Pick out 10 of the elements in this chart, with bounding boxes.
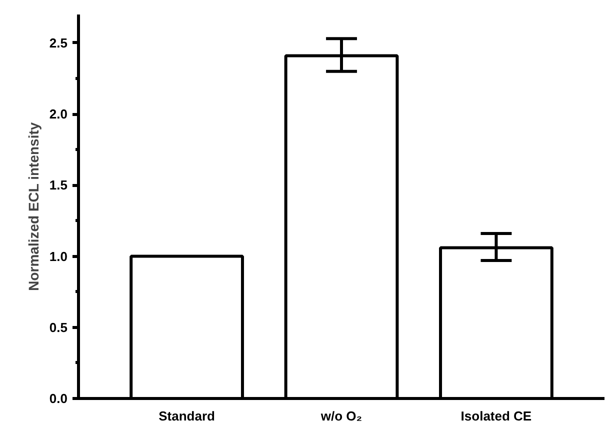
y-tick-label: 0.0 xyxy=(49,391,68,406)
x-tick-label: Standard xyxy=(158,408,216,424)
y-tick-label: 1.0 xyxy=(49,248,68,264)
y-tick-label: 2.5 xyxy=(49,35,68,50)
y-tick-label: 2.0 xyxy=(49,106,68,122)
y-axis-title: Normalized ECL intensity xyxy=(25,122,42,291)
y-tick-label: 0.5 xyxy=(49,320,68,335)
x-tick-label: w/o O₂ xyxy=(320,408,362,424)
x-tick-label: Isolated CE xyxy=(460,408,532,424)
y-tick-label: 1.5 xyxy=(49,178,68,193)
